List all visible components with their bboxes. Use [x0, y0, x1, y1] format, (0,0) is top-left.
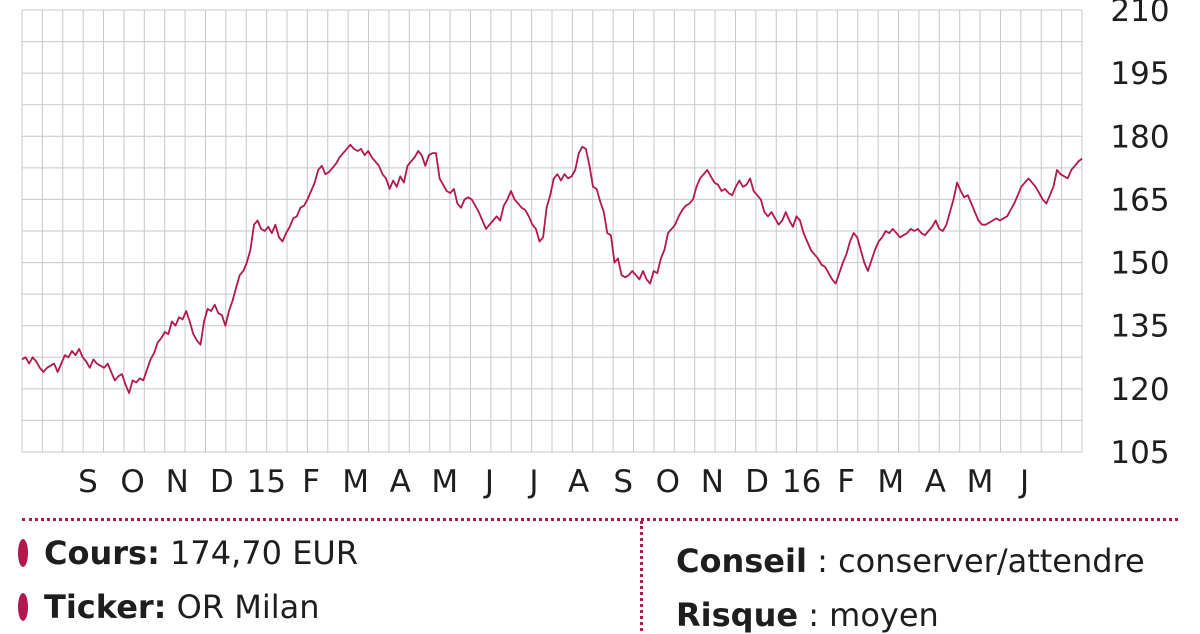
- y-tick-label: 180: [1110, 119, 1169, 155]
- y-tick-label: 120: [1110, 372, 1169, 408]
- y-tick-label: 150: [1110, 246, 1169, 282]
- bullet-icon: [18, 593, 28, 621]
- risque-label: Risque: [676, 596, 799, 634]
- x-tick-label: M: [877, 464, 904, 500]
- y-tick-label: 135: [1110, 309, 1169, 345]
- y-tick-label: 165: [1110, 182, 1169, 218]
- x-tick-label: J: [1018, 464, 1029, 500]
- x-tick-label: S: [613, 464, 633, 500]
- x-tick-label: F: [302, 464, 320, 500]
- x-tick-label: F: [837, 464, 855, 500]
- series-layer: [21, 143, 1083, 395]
- stock-info-panel: Cours: 174,70 EUR Ticker: OR Milan Conse…: [0, 510, 1200, 634]
- dotted-divider-vertical: [640, 521, 643, 631]
- x-tick-label: S: [78, 464, 98, 500]
- price-series-line: [21, 143, 1083, 395]
- x-tick-label: M: [431, 464, 458, 500]
- x-tick-label: N: [166, 464, 189, 500]
- cours-value: 174,70 EUR: [170, 534, 359, 572]
- x-tick-label: A: [568, 464, 589, 500]
- conseil-label: Conseil: [676, 542, 807, 580]
- x-tick-label: O: [656, 464, 680, 500]
- x-tick-label: O: [120, 464, 144, 500]
- ticker-value: OR Milan: [176, 588, 320, 626]
- y-axis-ticks: 210 195 180 165 150 135 120 105: [1110, 0, 1169, 471]
- x-axis-ticks: S O N D 15 F M A M J J A S O N D 16 F M A M J: [78, 464, 1029, 500]
- x-tick-label: D: [210, 464, 234, 500]
- ticker-label: Ticker:: [44, 588, 167, 626]
- x-tick-label: N: [701, 464, 724, 500]
- x-tick-label: J: [527, 464, 538, 500]
- x-tick-label: D: [745, 464, 769, 500]
- chart-grid: [21, 9, 1083, 453]
- y-tick-label: 195: [1110, 56, 1169, 92]
- x-tick-label: M: [342, 464, 369, 500]
- conseil-separator: :: [817, 542, 828, 580]
- y-tick-label: 210: [1110, 0, 1169, 29]
- x-tick-label: A: [925, 464, 946, 500]
- risque-row: Risque : moyen: [676, 596, 939, 634]
- y-tick-label: 105: [1110, 435, 1169, 471]
- x-tick-label: J: [483, 464, 494, 500]
- dotted-divider-horizontal: [22, 518, 1178, 521]
- bullet-icon: [18, 539, 28, 567]
- ticker-row: Ticker: OR Milan: [18, 588, 320, 626]
- risque-separator: :: [808, 596, 819, 634]
- conseil-value: conserver/attendre: [838, 542, 1145, 580]
- risque-value: moyen: [829, 596, 939, 634]
- conseil-row: Conseil : conserver/attendre: [676, 542, 1145, 580]
- x-tick-label: 16: [782, 464, 821, 500]
- x-tick-label: A: [390, 464, 411, 500]
- x-tick-label: M: [967, 464, 994, 500]
- cours-row: Cours: 174,70 EUR: [18, 534, 358, 572]
- x-tick-label: 15: [247, 464, 286, 500]
- cours-label: Cours:: [44, 534, 160, 572]
